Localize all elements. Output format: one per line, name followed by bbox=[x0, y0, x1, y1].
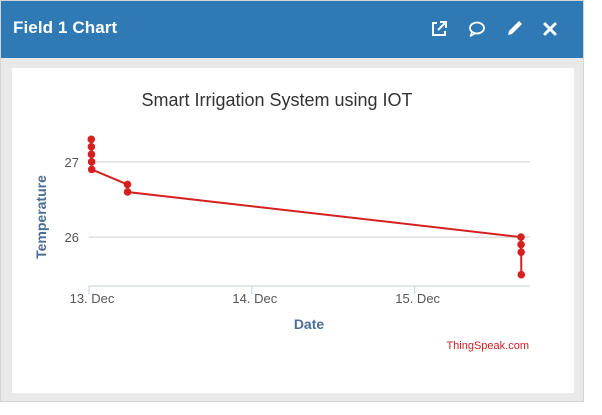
data-point bbox=[517, 240, 525, 249]
chart-panel: Smart Irrigation System using IOT 26 27 13.… bbox=[12, 68, 574, 393]
chart-widget: Field 1 Chart Sma bbox=[0, 0, 584, 402]
data-point bbox=[87, 143, 96, 151]
y-axis-title: Temperature bbox=[33, 175, 49, 259]
data-point bbox=[87, 135, 96, 144]
temperature-line-chart: Smart Irrigation System using IOT 26 27 13.… bbox=[33, 90, 530, 352]
data-point bbox=[123, 188, 132, 196]
data-point bbox=[517, 233, 525, 241]
widget-header: Field 1 Chart bbox=[1, 1, 583, 58]
series-line bbox=[90, 139, 523, 275]
widget-title: Field 1 Chart bbox=[13, 18, 118, 37]
y-tick-label: 26 bbox=[65, 230, 79, 245]
data-point bbox=[123, 180, 132, 189]
close-icon[interactable] bbox=[540, 19, 560, 39]
x-tick-label: 13. Dec bbox=[70, 291, 115, 306]
x-tick-label: 15. Dec bbox=[395, 291, 440, 306]
data-point bbox=[517, 270, 526, 279]
data-point bbox=[87, 150, 96, 159]
thingspeak-credit: ThingSpeak.com bbox=[446, 340, 529, 352]
chart-title: Smart Irrigation System using IOT bbox=[141, 90, 412, 110]
data-point bbox=[87, 158, 96, 166]
x-axis-title: Date bbox=[294, 316, 325, 332]
pencil-icon[interactable] bbox=[504, 19, 524, 39]
data-point bbox=[87, 165, 96, 174]
external-link-icon[interactable] bbox=[429, 19, 449, 39]
comment-icon[interactable] bbox=[467, 19, 487, 39]
y-tick-label: 27 bbox=[65, 155, 79, 170]
x-tick-label: 14. Dec bbox=[232, 291, 277, 306]
data-point bbox=[517, 248, 525, 256]
